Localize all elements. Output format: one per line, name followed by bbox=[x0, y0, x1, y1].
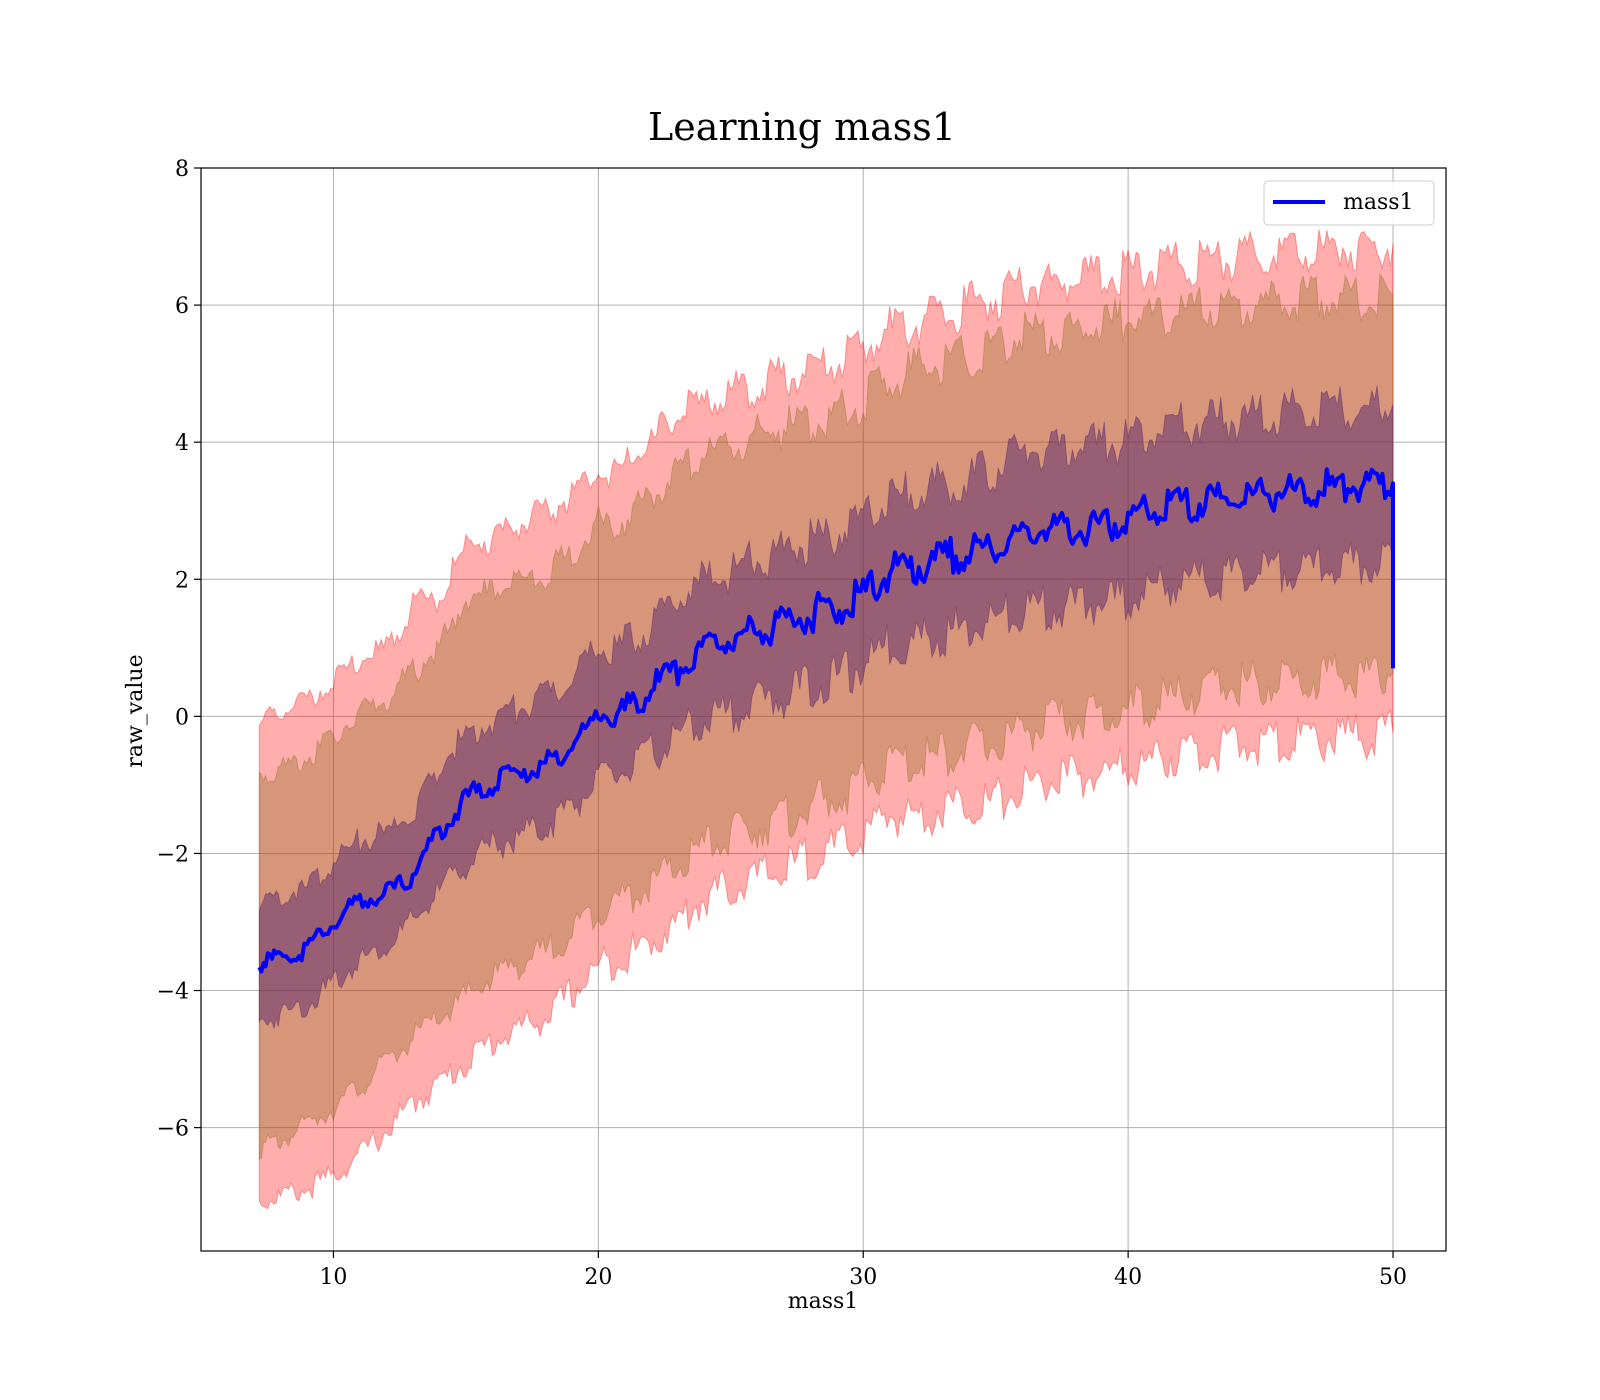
legend: mass1 bbox=[1263, 180, 1435, 226]
y-tick-label: −2 bbox=[157, 842, 189, 867]
legend-label: mass1 bbox=[1343, 190, 1414, 215]
x-tick-label: 20 bbox=[584, 1265, 612, 1290]
chart-title: Learning mass1 bbox=[648, 105, 956, 149]
x-tick-label: 30 bbox=[849, 1265, 877, 1290]
series-line-mass1 bbox=[257, 467, 1395, 974]
bands bbox=[258, 229, 1394, 1210]
y-axis-ticks: −6 −4 −2 0 2 4 6 8 bbox=[157, 157, 201, 1142]
y-tick-label: −6 bbox=[157, 1117, 189, 1142]
legend-box bbox=[1263, 180, 1435, 226]
confidence-band-outer bbox=[258, 229, 1394, 1210]
plot-frame bbox=[200, 167, 1447, 1252]
y-tick-label: 0 bbox=[175, 705, 189, 730]
y-tick-label: 6 bbox=[175, 294, 189, 319]
x-axis-ticks: 10 20 30 40 50 bbox=[319, 1251, 1407, 1290]
x-axis-title: mass1 bbox=[788, 1289, 859, 1314]
y-tick-label: −4 bbox=[157, 980, 189, 1005]
y-tick-label: 8 bbox=[175, 157, 189, 182]
y-tick-label: 2 bbox=[175, 568, 189, 593]
x-tick-label: 50 bbox=[1379, 1265, 1407, 1290]
x-tick-label: 10 bbox=[319, 1265, 347, 1290]
y-tick-label: 4 bbox=[175, 431, 189, 456]
x-tick-label: 40 bbox=[1114, 1265, 1142, 1290]
confidence-band-middle bbox=[258, 273, 1394, 1161]
y-axis-title: raw_value bbox=[123, 654, 148, 767]
series-lines bbox=[257, 467, 1395, 974]
